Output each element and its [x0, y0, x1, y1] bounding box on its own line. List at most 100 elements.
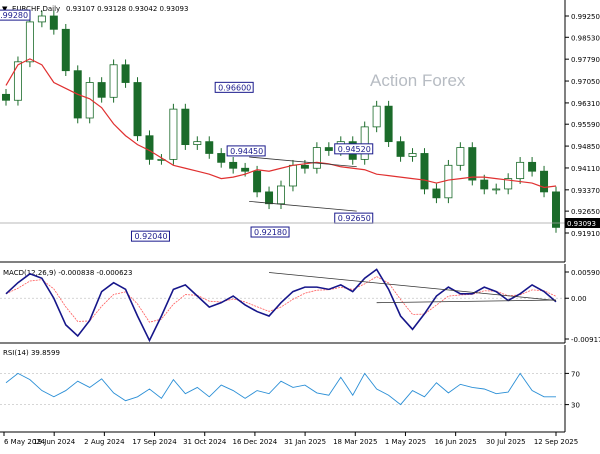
price-tick-label: 0.98530	[571, 34, 600, 42]
candle-body	[25, 21, 34, 63]
macd-trend-upper	[269, 272, 557, 301]
candle-body	[265, 191, 274, 205]
annotation-box	[214, 81, 254, 93]
moving-average-line	[5, 58, 557, 189]
price-tick-label: 0.99250	[571, 13, 600, 21]
annotation-label: 0.92650	[338, 214, 371, 223]
candle-body	[181, 108, 190, 146]
candle-body	[13, 61, 22, 101]
price-tick-label: 0.93370	[571, 187, 600, 195]
annotation-label: 0.92040	[134, 232, 167, 241]
x-tick-label: 1 May 2025	[385, 438, 426, 446]
candle-body	[360, 126, 369, 160]
rsi-tick-label: 70	[571, 370, 580, 378]
candle-body	[205, 141, 214, 154]
macd-trend-lines	[269, 272, 557, 304]
x-tick-label: 2 Aug 2024	[84, 438, 125, 446]
x-tick-label: 17 Sep 2024	[132, 438, 177, 446]
header-arrow-icon: ▼	[2, 5, 8, 13]
trend-channel	[249, 156, 357, 212]
candle-body	[420, 153, 429, 190]
candle-body	[133, 82, 142, 137]
candle-body	[432, 188, 441, 199]
candle-body	[480, 179, 489, 190]
rsi-pane: RSI(14) 39.8599 70 30	[0, 345, 580, 433]
x-tick-label: 6 May 2024	[4, 438, 46, 446]
candle-body	[312, 147, 321, 169]
candle-body	[552, 191, 560, 228]
candle-body	[504, 178, 513, 190]
x-tick-label: 12 Sep 2025	[534, 438, 578, 446]
candle-body	[468, 147, 477, 181]
price-tick-label: 0.97050	[571, 78, 600, 86]
candle-body	[528, 161, 537, 172]
annotation-box	[130, 230, 170, 242]
x-tick-label: 18 Mar 2025	[333, 438, 377, 446]
x-tick-label: 16 Jun 2025	[435, 438, 477, 446]
macd-y-axis: 0.005907 0.00 -0.009175	[0, 269, 600, 344]
candle-body	[193, 141, 202, 146]
annotation-box	[334, 143, 374, 155]
candle-body	[408, 153, 417, 157]
annotation-box	[226, 145, 266, 157]
macd-tick-label: 0.005907	[571, 269, 600, 277]
macd-line	[5, 268, 557, 343]
price-pane: Action Forex ▼ EURCHF,Daily 0.93107 0.93…	[0, 0, 600, 263]
price-candles	[2, 10, 560, 233]
candle-body	[492, 188, 501, 191]
macd-pane: MACD(12,26,9) -0.000838 -0.000623 0.0059…	[0, 264, 600, 344]
annotation-label: 0.94450	[230, 147, 263, 156]
x-tick-label: 16 Dec 2024	[233, 438, 278, 446]
x-tick-label: 31 Jan 2025	[284, 438, 326, 446]
price-annotations: 0.99280 0.96600 0.94450 0.92040 0.92180 0.945…	[0, 9, 374, 242]
annotation-label: 0.94520	[338, 145, 371, 154]
watermark: Action Forex	[370, 71, 466, 90]
candle-body	[324, 147, 333, 151]
candle-body	[300, 164, 309, 169]
annotation-label: 0.96600	[218, 83, 251, 92]
candle-body	[516, 161, 525, 180]
price-tick-label: 0.95590	[571, 121, 600, 129]
candle-body	[169, 108, 178, 160]
candle-body	[37, 15, 46, 23]
annotation-box	[250, 226, 290, 238]
annotation-label: 0.99280	[0, 11, 28, 20]
current-price-label: 0.93093	[567, 220, 596, 228]
candle-body	[85, 82, 94, 119]
price-tick-label: 0.96310	[571, 100, 600, 108]
macd-signal-line	[5, 276, 557, 323]
symbol-label: EURCHF,Daily	[12, 5, 60, 13]
channel-upper-line	[249, 156, 357, 168]
candle-body	[253, 170, 262, 193]
price-tick-label: 0.94110	[571, 165, 600, 173]
candle-body	[61, 28, 70, 72]
price-tick-label: 0.97790	[571, 56, 600, 64]
macd-tick-label: -0.009175	[571, 336, 600, 344]
price-tick-label: 0.92650	[571, 208, 600, 216]
price-tick-label: 0.94850	[571, 143, 600, 151]
rsi-tick-label: 30	[571, 402, 580, 410]
candle-body	[277, 185, 285, 205]
header-label: ▼ EURCHF,Daily 0.93107 0.93128 0.93042 0…	[2, 5, 188, 13]
channel-lower-line	[249, 200, 357, 212]
rsi-label: RSI(14) 39.8599	[3, 349, 60, 357]
price-y-axis: 0.99250 0.98530 0.97790 0.97050 0.96310 0.955…	[565, 13, 600, 238]
candle-body	[217, 153, 226, 163]
candle-body	[145, 135, 154, 160]
macd-trend-lower	[376, 299, 557, 304]
candle-body	[456, 147, 465, 166]
ohlc-label: 0.93107 0.93128 0.93042 0.93093	[66, 5, 188, 13]
candle-body	[241, 167, 250, 172]
candle-body	[229, 161, 238, 169]
candle-body	[2, 93, 10, 101]
annotation-box	[0, 9, 31, 21]
candle-body	[49, 15, 58, 30]
rsi-y-axis: 70 30	[0, 370, 580, 410]
x-tick-label: 30 Jul 2025	[486, 438, 526, 446]
price-tick-label: 0.91910	[571, 230, 600, 238]
candle-body	[121, 64, 130, 83]
